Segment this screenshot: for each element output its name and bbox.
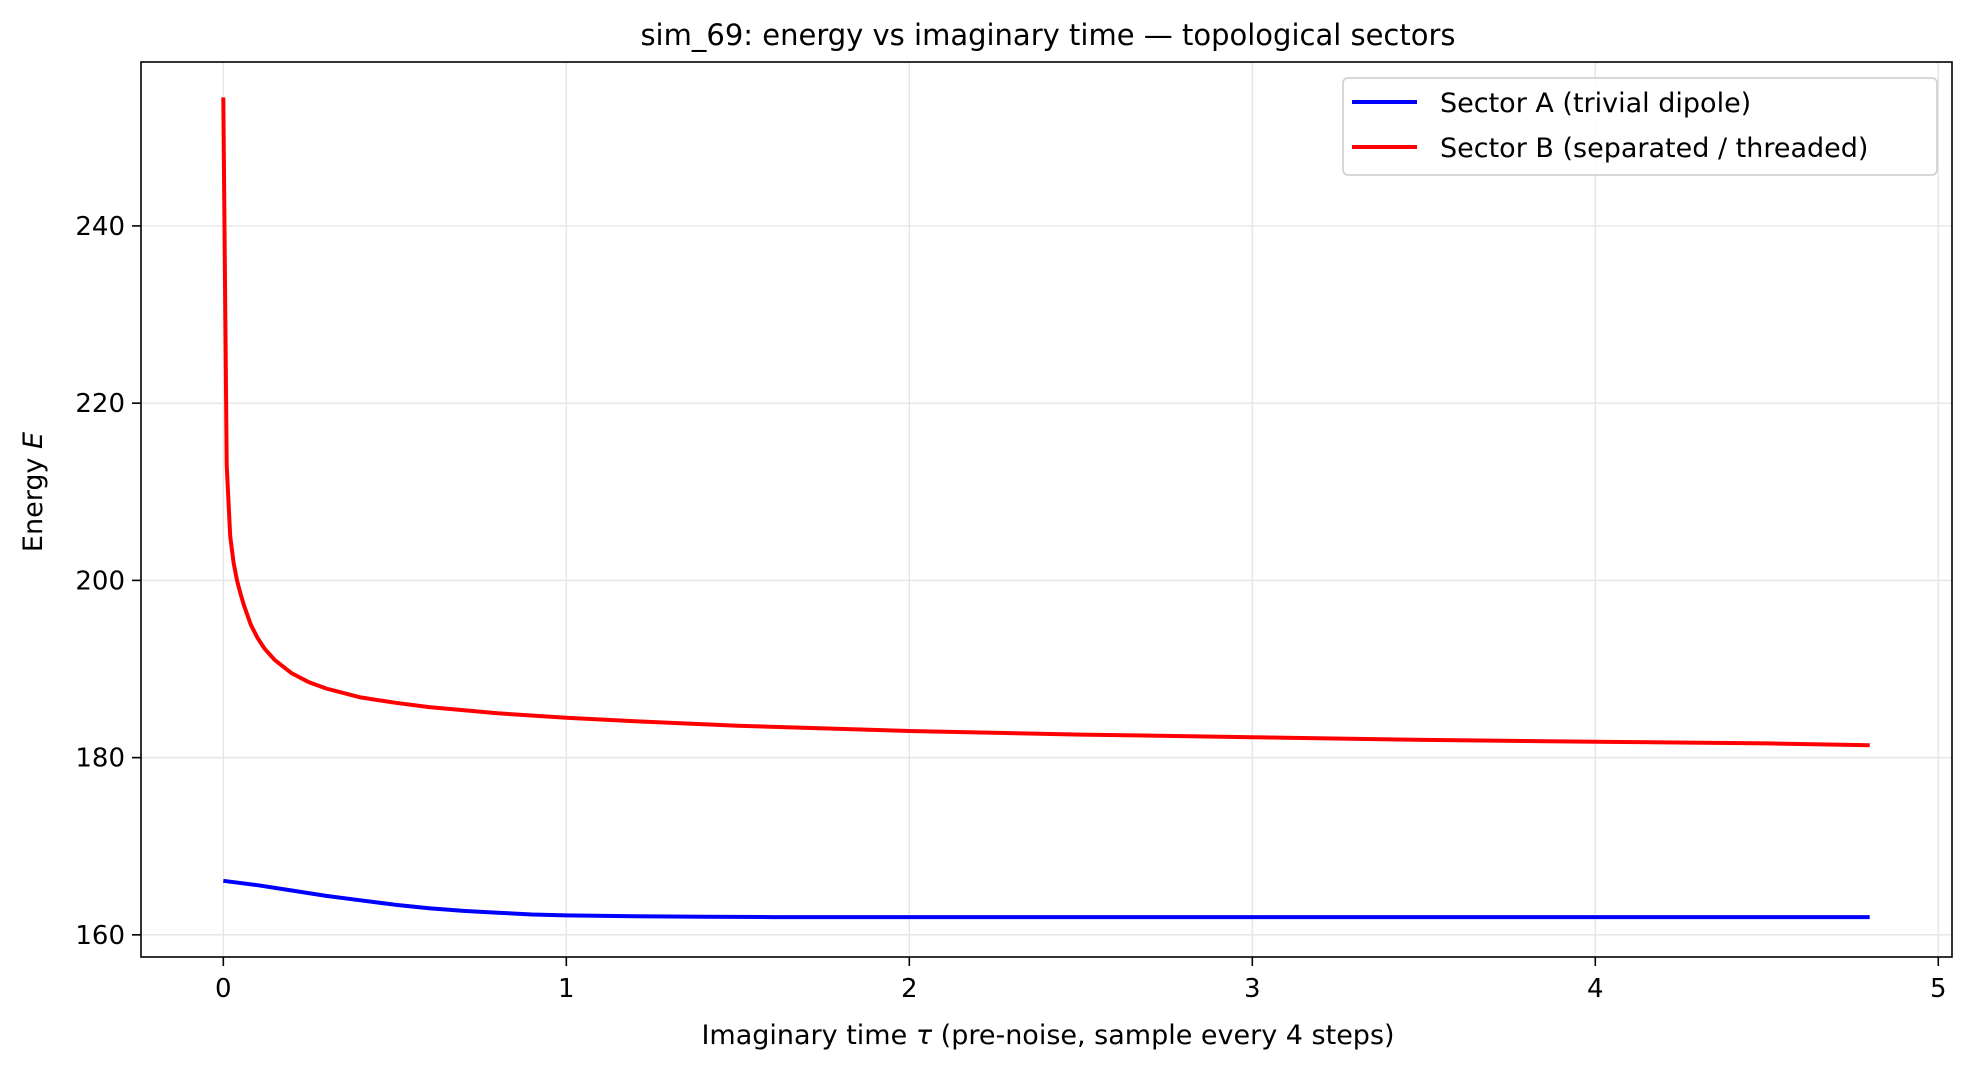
x-tick-label: 0 xyxy=(215,974,232,1004)
x-axis-label: Imaginary time τ (pre-noise, sample ever… xyxy=(701,1020,1394,1051)
plot-area xyxy=(221,97,1870,920)
x-tick-label: 2 xyxy=(901,974,918,1004)
y-tick-label: 180 xyxy=(75,744,125,774)
axis-ticks: 0 1 2 3 4 5 160 180 200 220 240 xyxy=(75,212,1946,1004)
x-tick-label: 5 xyxy=(1930,974,1947,1004)
y-tick-label: 240 xyxy=(75,212,125,242)
x-tick-label: 4 xyxy=(1587,974,1604,1004)
chart-title: sim_69: energy vs imaginary time — topol… xyxy=(640,18,1455,52)
y-tick-label: 220 xyxy=(75,389,125,419)
x-tick-label: 3 xyxy=(1244,974,1261,1004)
axes-frame xyxy=(140,61,1953,958)
legend-label-sector-a: Sector A (trivial dipole) xyxy=(1440,88,1751,119)
y-tick-label: 200 xyxy=(75,566,125,596)
legend-label-sector-b: Sector B (separated / threaded) xyxy=(1440,133,1868,164)
x-tick-label: 1 xyxy=(558,974,575,1004)
legend: Sector A (trivial dipole) Sector B (sepa… xyxy=(1342,77,1938,176)
y-axis-label: Energy E xyxy=(18,432,49,552)
series-line-sector-b xyxy=(221,97,1870,748)
legend-box xyxy=(1342,77,1938,176)
grid xyxy=(141,62,1952,957)
y-tick-label: 160 xyxy=(75,921,125,951)
series-line-sector-a xyxy=(223,878,1870,920)
